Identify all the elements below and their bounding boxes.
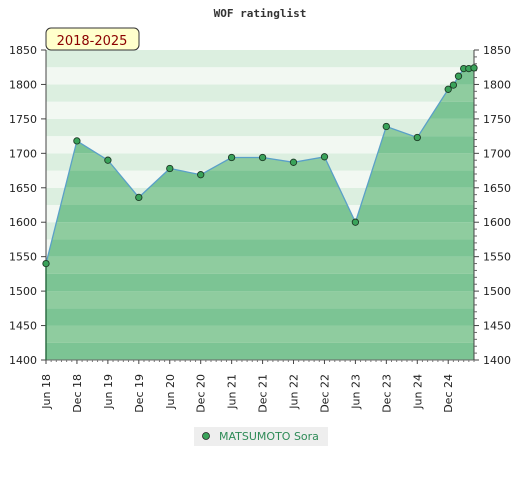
y-tick-label: 1800 — [9, 78, 37, 91]
legend-box — [194, 427, 328, 446]
x-tick-label: Dec 23 — [380, 374, 393, 413]
data-point — [320, 153, 329, 161]
data-point — [444, 85, 452, 93]
y-tick-label: 1600 — [9, 216, 37, 229]
x-tick-label: Jun 21 — [226, 374, 239, 410]
y-tick-label: 1750 — [9, 113, 37, 126]
legend-marker — [202, 432, 210, 440]
y-tick-label: 1500 — [9, 285, 37, 298]
y-tick-label-right: 1450 — [483, 320, 511, 333]
x-tick-label: Jun 22 — [288, 374, 301, 410]
area-band — [46, 239, 474, 257]
y-tick-label: 1400 — [9, 354, 37, 367]
band — [46, 67, 474, 85]
data-point — [470, 64, 478, 72]
y-tick-label-right: 1700 — [483, 147, 511, 160]
y-tick-label-right: 1400 — [483, 354, 511, 367]
x-tick-label: Jun 19 — [102, 374, 115, 410]
y-minor-ticks — [474, 56, 477, 354]
data-point — [449, 81, 458, 89]
data-point — [289, 158, 298, 166]
data-point — [135, 193, 143, 202]
x-tick-label: Dec 18 — [71, 374, 84, 413]
area-band — [46, 342, 474, 360]
y-tick-label-right: 1850 — [483, 44, 511, 57]
y-axis-left: 1400 1450 1500 1550 1600 1650 1700 1750 1800 1850 — [9, 44, 46, 367]
y-tick-label-right: 1600 — [483, 216, 511, 229]
legend-label: MATSUMOTO Sora — [219, 430, 319, 443]
y-tick-label: 1550 — [9, 251, 37, 264]
y-tick-label: 1450 — [9, 320, 37, 333]
x-tick-label: Jun 23 — [349, 374, 362, 410]
area-band — [46, 205, 474, 223]
area-band — [46, 170, 474, 188]
band — [46, 118, 474, 137]
x-tick-label: Dec 21 — [257, 374, 270, 413]
y-tick-label: 1650 — [9, 182, 37, 195]
data-point — [42, 259, 50, 268]
area-band — [46, 308, 474, 326]
series-markers — [42, 64, 478, 268]
band — [46, 84, 474, 102]
area-band — [46, 256, 474, 274]
x-tick-label: Jun 20 — [164, 374, 177, 410]
x-tick-label: Dec 24 — [442, 374, 455, 413]
area-band — [46, 325, 474, 343]
data-point — [258, 153, 267, 162]
y-tick-label-right: 1650 — [483, 182, 511, 195]
y-tick-label-right: 1800 — [483, 78, 511, 91]
data-point — [382, 122, 390, 131]
period-badge: 2018-2025 — [45, 27, 140, 51]
x-tick-label: Jun 18 — [40, 374, 53, 410]
x-axis: Jun 18 Dec 18 Jun 19 Dec 19 Jun 20 Dec 20 Jun … — [40, 360, 475, 413]
y-tick-label: 1850 — [9, 44, 37, 57]
y-tick-label: 1700 — [9, 147, 37, 160]
x-tick-label: Dec 22 — [318, 374, 331, 413]
area-band — [46, 291, 474, 309]
y-tick-label-right: 1500 — [483, 285, 511, 298]
band — [46, 50, 474, 68]
x-tick-label: Dec 19 — [133, 374, 146, 413]
area-band — [46, 222, 474, 240]
band — [46, 101, 474, 119]
x-tick-label: Dec 20 — [195, 374, 208, 413]
data-point — [197, 171, 205, 179]
y-tick-label-right: 1550 — [483, 251, 511, 264]
data-point — [413, 133, 421, 142]
data-point — [227, 153, 236, 162]
band — [46, 136, 474, 154]
area-band — [46, 273, 474, 292]
period-label: 2018-2025 — [57, 34, 128, 49]
y-axis-right: 1400 1450 1500 1550 1600 1650 1700 1750 1800 1850 — [474, 44, 511, 367]
period-badge-box — [45, 27, 140, 51]
x-tick-label: Jun 24 — [411, 374, 424, 410]
chart-title: WOF ratinglist — [214, 7, 307, 20]
data-point — [454, 72, 463, 80]
area-band — [46, 187, 474, 205]
data-point — [73, 137, 81, 145]
data-point — [166, 164, 174, 173]
data-point — [104, 156, 112, 164]
data-point — [351, 218, 360, 226]
legend: MATSUMOTO Sora — [194, 427, 328, 446]
y-tick-label-right: 1750 — [483, 113, 511, 126]
